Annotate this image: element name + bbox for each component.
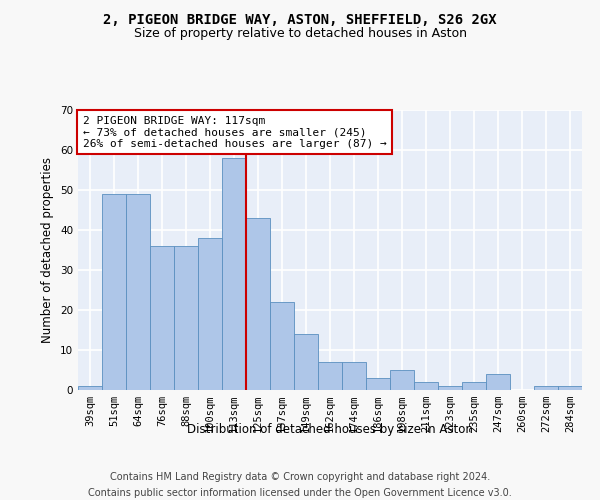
- Text: Distribution of detached houses by size in Aston: Distribution of detached houses by size …: [187, 422, 473, 436]
- Bar: [366, 378, 390, 390]
- Bar: [486, 374, 510, 390]
- Bar: [150, 246, 174, 390]
- Text: Contains HM Land Registry data © Crown copyright and database right 2024.: Contains HM Land Registry data © Crown c…: [110, 472, 490, 482]
- Bar: [174, 246, 198, 390]
- Bar: [390, 370, 414, 390]
- Bar: [534, 386, 558, 390]
- Bar: [414, 382, 438, 390]
- Bar: [126, 194, 150, 390]
- Bar: [462, 382, 486, 390]
- Bar: [270, 302, 294, 390]
- Text: 2 PIGEON BRIDGE WAY: 117sqm
← 73% of detached houses are smaller (245)
26% of se: 2 PIGEON BRIDGE WAY: 117sqm ← 73% of det…: [83, 116, 387, 149]
- Bar: [102, 194, 126, 390]
- Bar: [246, 218, 270, 390]
- Bar: [318, 362, 342, 390]
- Bar: [78, 386, 102, 390]
- Bar: [438, 386, 462, 390]
- Bar: [198, 238, 222, 390]
- Bar: [222, 158, 246, 390]
- Text: 2, PIGEON BRIDGE WAY, ASTON, SHEFFIELD, S26 2GX: 2, PIGEON BRIDGE WAY, ASTON, SHEFFIELD, …: [103, 12, 497, 26]
- Y-axis label: Number of detached properties: Number of detached properties: [41, 157, 55, 343]
- Text: Size of property relative to detached houses in Aston: Size of property relative to detached ho…: [133, 28, 467, 40]
- Text: Contains public sector information licensed under the Open Government Licence v3: Contains public sector information licen…: [88, 488, 512, 498]
- Bar: [294, 334, 318, 390]
- Bar: [342, 362, 366, 390]
- Bar: [558, 386, 582, 390]
